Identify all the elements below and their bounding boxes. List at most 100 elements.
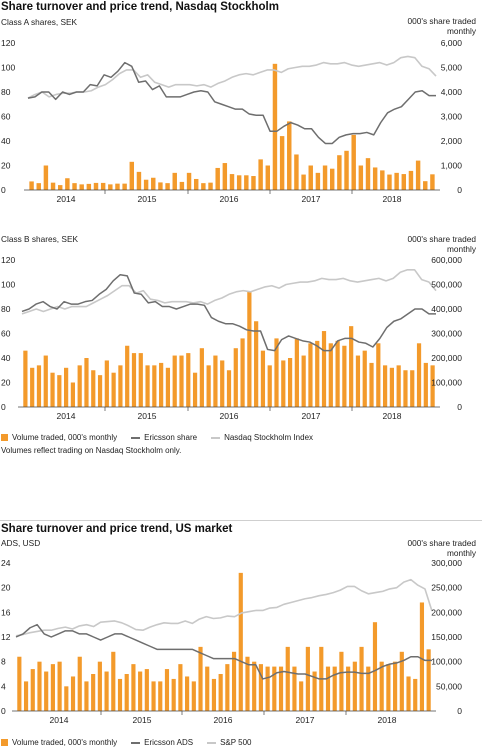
chart-c-volume-bar — [131, 664, 136, 711]
chart-a-volume-bar — [387, 174, 392, 190]
chart-a-x-tick-label: 2018 — [383, 194, 402, 204]
chart-b-volume-bar — [64, 367, 69, 407]
chart-class-b: 0 20 40 60 80 100 120 0 100,000 200,000 300,000 400… — [1, 255, 462, 421]
chart-b-right-tick-label: 600,000 — [431, 255, 462, 265]
chart-c-volume-bar — [413, 678, 418, 711]
chart-b-volume-bar — [376, 343, 381, 407]
chart-b-volume-bar — [335, 340, 340, 407]
chart-a-volume-bar — [36, 183, 41, 190]
chart-b-left-tick-label: 80 — [1, 304, 11, 314]
chart-c-volume-bar — [17, 656, 22, 711]
chart-a-volume-bar — [423, 181, 428, 190]
chart-c-volume-bar — [23, 681, 29, 711]
chart-b-volume-bar — [267, 365, 272, 407]
chart-c-volume-bar — [379, 661, 384, 711]
chart-c-volume-bar — [366, 666, 371, 711]
chart-b-volume-bar — [213, 355, 218, 407]
chart-b-right-tick-label: 100,000 — [431, 378, 462, 388]
section2-title: Share turnover and price trend, US marke… — [1, 523, 233, 535]
chart-a-x-tick-label: 2015 — [138, 194, 157, 204]
chart-b-right-label-1: 000's share traded — [407, 234, 476, 244]
chart-a-volume-bar — [308, 165, 313, 190]
legend-index-swatch — [211, 436, 221, 439]
chart-a-left-tick-label: 20 — [1, 161, 11, 171]
chart-c-x-tick-label: 2017 — [296, 715, 315, 725]
chart-c-volume-bar — [272, 666, 277, 711]
chart-b-volume-bar — [410, 370, 415, 407]
chart-a-volume-bar — [122, 183, 127, 190]
chart-a-volume-bar — [322, 165, 328, 190]
section1-legend: Volume traded, 000's monthly Ericsson sh… — [1, 433, 327, 442]
chart-a-volume-bar — [201, 183, 206, 190]
chart-a-index-line — [27, 55, 437, 99]
chart-b-volume-bar — [199, 348, 204, 407]
chart-c-right-header: 000's share traded monthly — [366, 538, 476, 558]
chart-b-volume-bar — [138, 353, 143, 407]
chart-a-volume-bar — [208, 182, 213, 190]
chart-c-left-tick-label: 20 — [1, 583, 11, 593]
chart-a-volume-bar — [294, 154, 299, 190]
chart-c-volume-bar — [339, 651, 344, 711]
chart-a-right-label-2: monthly — [446, 26, 476, 36]
chart-a-x-tick-label: 2016 — [220, 194, 239, 204]
chart-b-right-tick-label: 200,000 — [431, 353, 462, 363]
chart-c-right-tick-label: 300,000 — [431, 558, 462, 568]
chart-c-volume-bar — [252, 661, 257, 711]
chart-c-volume-bar — [185, 676, 190, 711]
chart-c-volume-bar — [164, 669, 170, 711]
legend-sp500: S&P 500 — [207, 738, 252, 747]
chart-c-left-tick-label: 4 — [1, 681, 6, 691]
chart-c-volume-bar — [158, 681, 163, 711]
chart-b-index-line — [21, 268, 437, 315]
chart-b-volume-bar — [179, 355, 184, 407]
chart-b-volume-bar — [369, 362, 374, 407]
chart-c-volume-bar — [44, 671, 49, 711]
chart-c-volume-bar — [359, 646, 364, 711]
chart-b-volume-bar — [131, 353, 137, 407]
chart-c-x-tick-label: 2014 — [50, 715, 69, 725]
chart-b-volume-bar — [281, 360, 286, 407]
chart-c-volume-bar — [111, 651, 116, 711]
chart-a-volume-bar — [236, 175, 242, 190]
chart-c-volume-bar — [30, 669, 35, 711]
chart-a-volume-bar — [72, 183, 77, 190]
chart-c-volume-bar — [198, 646, 203, 711]
chart-c-volume-bar — [50, 664, 55, 711]
chart-a-volume-bar — [258, 159, 263, 191]
legend-volume-us-label: Volume traded, 000's monthly — [12, 738, 118, 747]
chart-b-right-tick-label: 0 — [457, 402, 462, 412]
chart-b-volume-bar — [186, 353, 191, 407]
chart-a-volume-bar — [287, 121, 292, 190]
chart-b-volume-bar — [152, 365, 157, 407]
chart-b-volume-bar — [240, 338, 245, 407]
chart-a-volume-bar — [186, 172, 192, 190]
chart-c-volume-bar — [37, 661, 42, 711]
chart-b-volume-bar — [165, 367, 171, 407]
chart-b-volume-bar — [118, 365, 123, 407]
chart-c-right-tick-label: 200,000 — [431, 607, 462, 617]
chart-b-left-tick-label: 60 — [1, 329, 11, 339]
chart-c-volume-bar — [372, 622, 378, 711]
chart-c-x-tick-label: 2018 — [378, 715, 397, 725]
chart-c-volume-bar — [325, 666, 331, 711]
chart-c-volume-bar — [238, 572, 243, 711]
chart-c-volume-bar — [393, 661, 398, 711]
chart-a-volume-bar — [29, 181, 34, 190]
chart-b-volume-bar — [308, 343, 313, 407]
chart-b-volume-bar — [403, 370, 408, 407]
chart-c-volume-bar — [144, 669, 149, 711]
chart-c-right-tick-label: 50,000 — [436, 681, 462, 691]
chart-c-volume-bar — [426, 649, 431, 711]
chart-a-volume-bar — [279, 136, 285, 190]
chart-a-left-tick-label: 80 — [1, 87, 11, 97]
chart-b-volume-bar — [294, 338, 299, 407]
chart-c-volume-bar — [70, 676, 76, 711]
chart-c-left-tick-label: 12 — [1, 632, 11, 642]
chart-a-volume-bar — [93, 182, 99, 190]
chart-c-volume-bar — [211, 678, 217, 711]
chart-a-volume-bar — [265, 165, 271, 190]
chart-b-volume-bar — [355, 355, 361, 407]
chart-c-volume-bar — [91, 674, 96, 711]
chart-c-volume-bar — [178, 664, 183, 711]
